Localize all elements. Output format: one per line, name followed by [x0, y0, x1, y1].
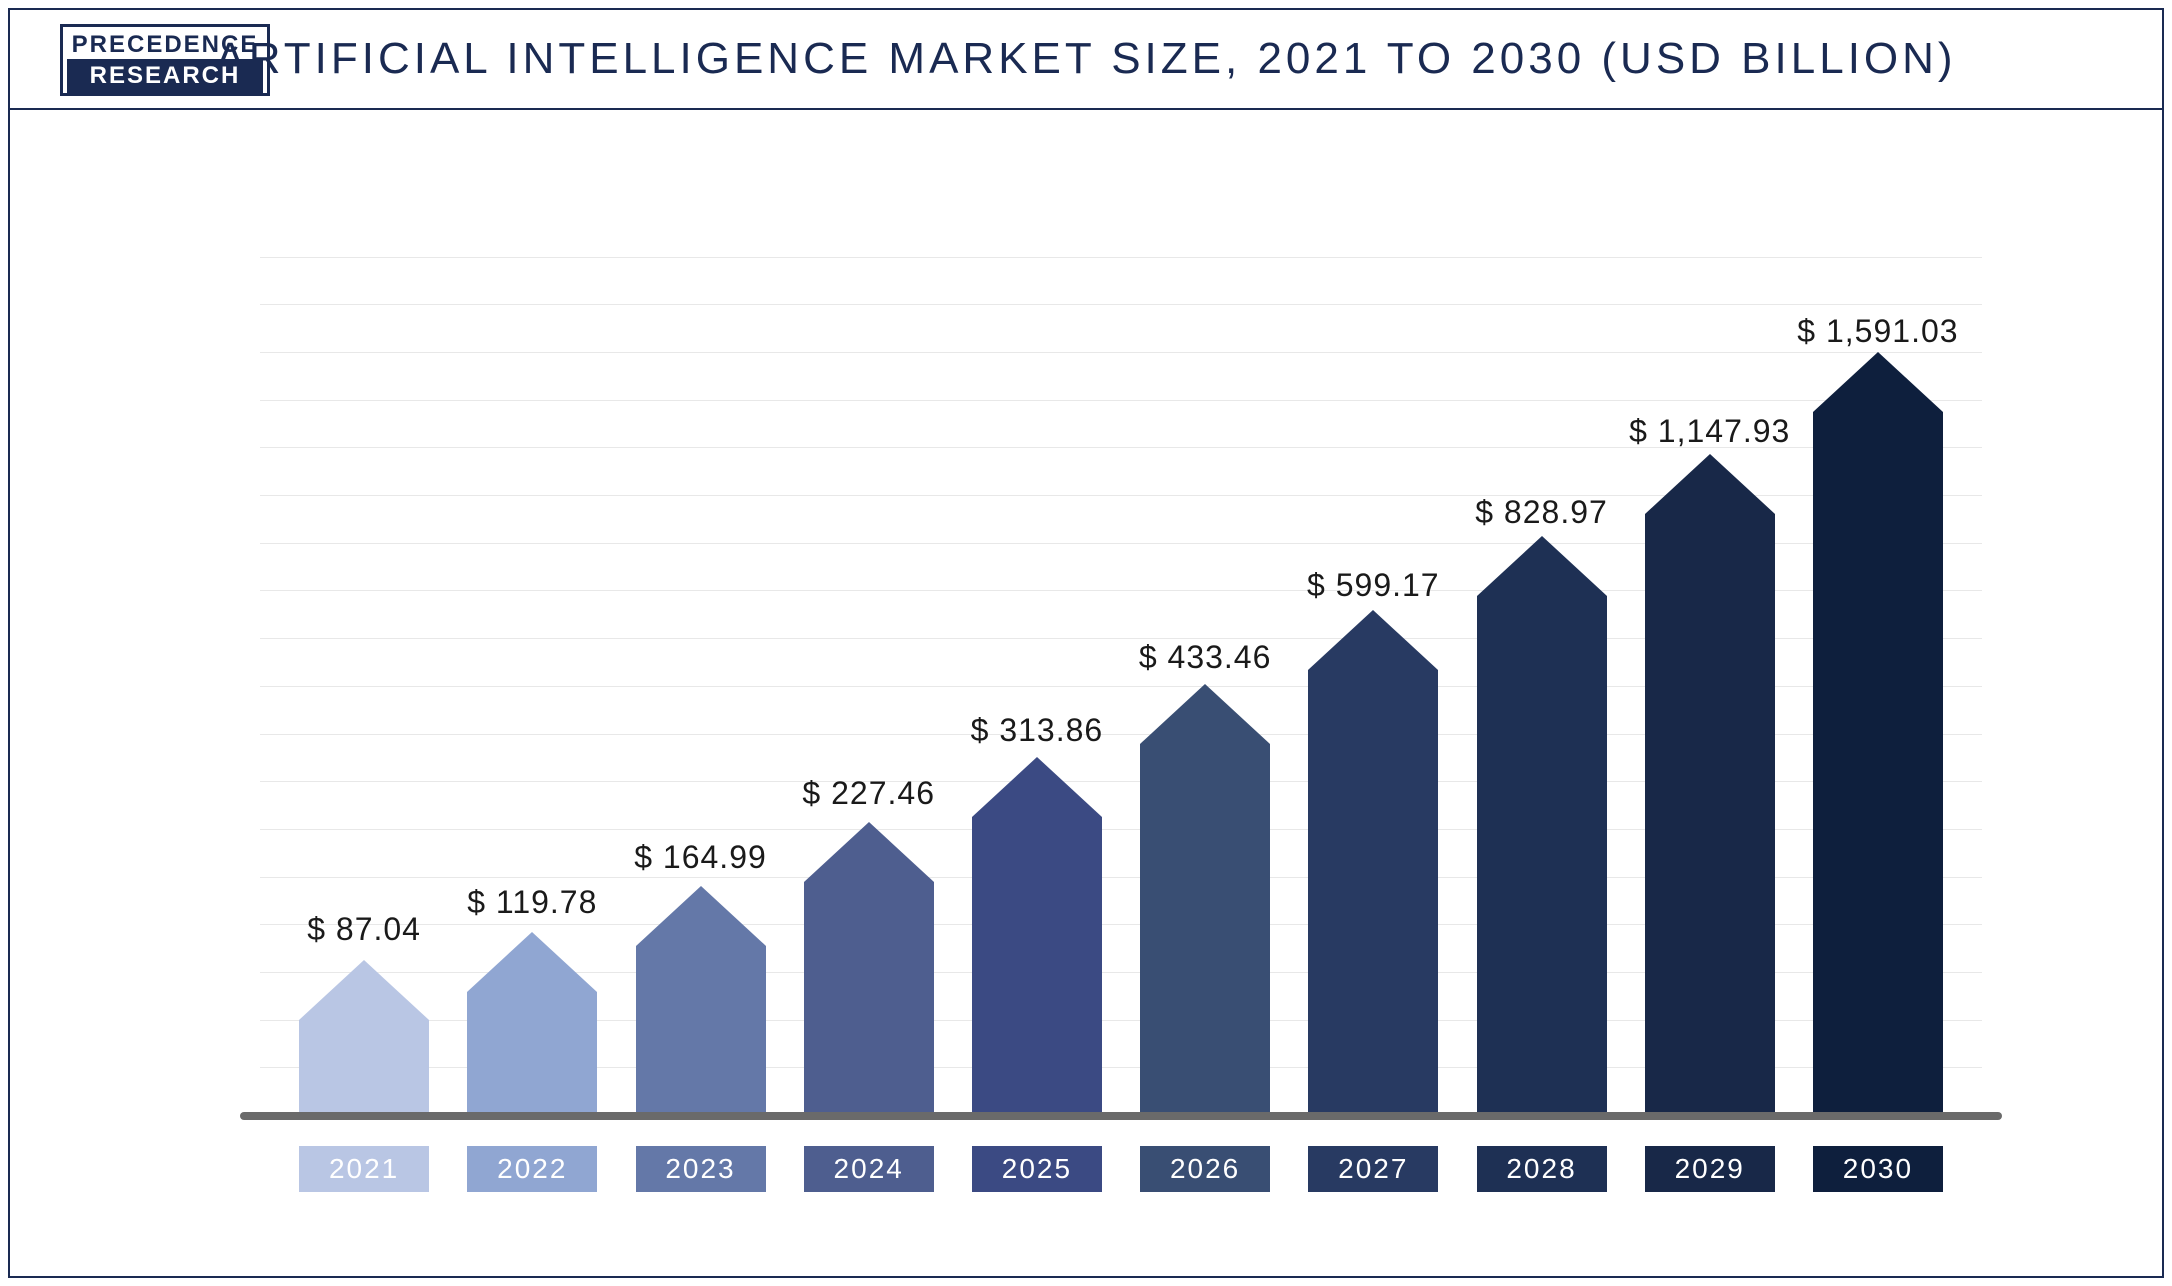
x-axis-item: 2024 [785, 1146, 953, 1196]
bar-shape [467, 932, 597, 1116]
year-label: 2023 [636, 1146, 766, 1192]
x-axis-item: 2030 [1794, 1146, 1962, 1196]
bar-slot: $ 87.04 [280, 210, 448, 1116]
year-label: 2030 [1813, 1146, 1943, 1192]
x-axis-item: 2029 [1626, 1146, 1794, 1196]
bar-shape [636, 886, 766, 1116]
bar-shape [1140, 684, 1270, 1116]
bar-shape [804, 822, 934, 1116]
logo-line2: RESEARCH [67, 59, 263, 93]
bar-value-label: $ 599.17 [1273, 567, 1473, 604]
bar-slot: $ 599.17 [1289, 210, 1457, 1116]
bar-shape [299, 960, 429, 1116]
year-label: 2026 [1140, 1146, 1270, 1192]
bar-value-label: $ 433.46 [1105, 639, 1305, 676]
x-axis-item: 2025 [953, 1146, 1121, 1196]
bar-value-label: $ 227.46 [769, 775, 969, 812]
bar-slot: $ 828.97 [1457, 210, 1625, 1116]
year-label: 2022 [467, 1146, 597, 1192]
x-axis-item: 2028 [1457, 1146, 1625, 1196]
chart-area: $ 87.04$ 119.78$ 164.99$ 227.46$ 313.86$… [110, 210, 2062, 1216]
chart-frame: PRECEDENCE RESEARCH ARTIFICIAL INTELLIGE… [8, 8, 2164, 1278]
brand-logo: PRECEDENCE RESEARCH [60, 24, 270, 96]
bar-value-label: $ 313.86 [937, 712, 1137, 749]
baseline [240, 1112, 2002, 1120]
x-axis-item: 2026 [1121, 1146, 1289, 1196]
bar-slot: $ 433.46 [1121, 210, 1289, 1116]
chart-header: PRECEDENCE RESEARCH ARTIFICIAL INTELLIGE… [10, 10, 2162, 110]
x-axis-item: 2023 [616, 1146, 784, 1196]
year-label: 2021 [299, 1146, 429, 1192]
bars-container: $ 87.04$ 119.78$ 164.99$ 227.46$ 313.86$… [260, 210, 1982, 1116]
bar-shape [972, 757, 1102, 1116]
year-label: 2029 [1645, 1146, 1775, 1192]
bar-shape [1477, 536, 1607, 1116]
bar-slot: $ 1,147.93 [1626, 210, 1794, 1116]
bar-slot: $ 313.86 [953, 210, 1121, 1116]
bar-value-label: $ 1,591.03 [1778, 313, 1978, 350]
x-axis-item: 2021 [280, 1146, 448, 1196]
year-label: 2024 [804, 1146, 934, 1192]
bar-value-label: $ 1,147.93 [1610, 413, 1810, 450]
bar-value-label: $ 828.97 [1442, 494, 1642, 531]
bar-value-label: $ 119.78 [432, 884, 632, 921]
bar-slot: $ 227.46 [785, 210, 953, 1116]
year-label: 2025 [972, 1146, 1102, 1192]
year-label: 2027 [1308, 1146, 1438, 1192]
logo-line1: PRECEDENCE [67, 31, 263, 59]
year-label: 2028 [1477, 1146, 1607, 1192]
bar-shape [1813, 352, 1943, 1116]
x-axis-item: 2022 [448, 1146, 616, 1196]
plot-region: $ 87.04$ 119.78$ 164.99$ 227.46$ 313.86$… [260, 210, 1982, 1116]
bar-shape [1645, 454, 1775, 1116]
x-axis: 2021 2022 2023 2024 2025 2026 2027 2028 2029 2030 [260, 1146, 1982, 1196]
bar-slot: $ 164.99 [616, 210, 784, 1116]
x-axis-item: 2027 [1289, 1146, 1457, 1196]
bar-slot: $ 1,591.03 [1794, 210, 1962, 1116]
bar-shape [1308, 610, 1438, 1116]
chart-title: ARTIFICIAL INTELLIGENCE MARKET SIZE, 202… [10, 34, 2162, 84]
bar-slot: $ 119.78 [448, 210, 616, 1116]
bar-value-label: $ 164.99 [601, 839, 801, 876]
